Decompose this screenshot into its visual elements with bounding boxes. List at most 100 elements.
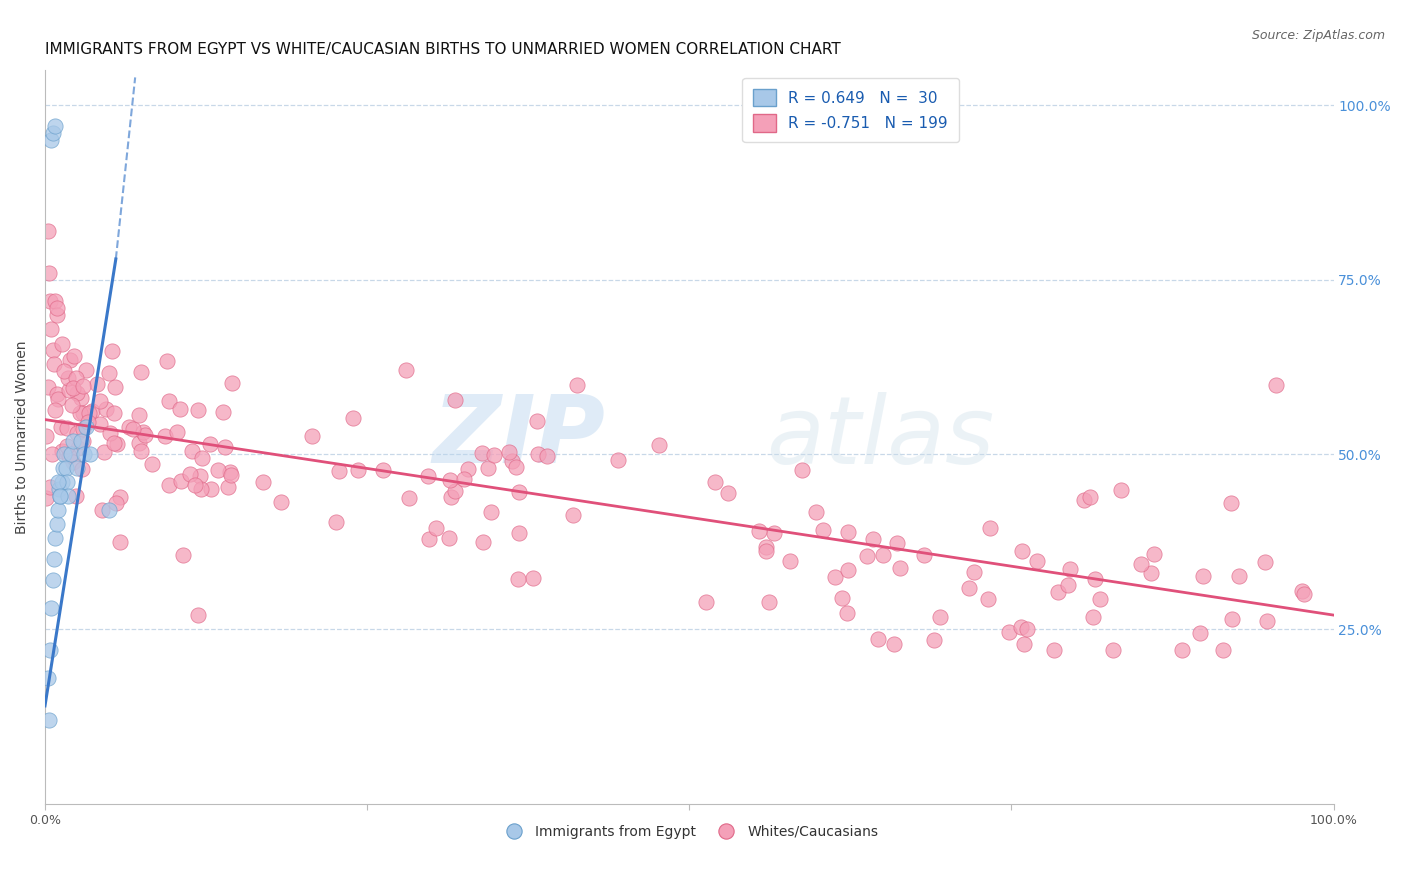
Point [418, 532, 440, 546]
Point [957, 581, 980, 595]
Point [76, 415, 98, 429]
Point [128, 435, 150, 450]
Point [221, 376, 243, 390]
Point [763, 526, 786, 541]
Point [1189, 626, 1212, 640]
Point [1078, 490, 1101, 504]
Point [328, 464, 350, 478]
Point [44, 120, 66, 134]
Point [219, 468, 242, 483]
Text: ZIP: ZIP [433, 391, 606, 483]
Point [131, 444, 153, 458]
Point [97, 366, 120, 380]
Point [169, 401, 191, 416]
Point [425, 521, 447, 535]
Point [190, 483, 212, 497]
Point [58, 384, 80, 398]
Point [66, 425, 89, 440]
Point [101, 343, 124, 358]
Point [444, 483, 467, 498]
Point [44, 403, 66, 417]
Point [62, 398, 84, 412]
Point [59, 353, 82, 368]
Point [39, 643, 62, 657]
Point [703, 475, 725, 490]
Point [72, 379, 94, 393]
Point [49, 489, 72, 503]
Point [522, 571, 544, 585]
Point [1227, 569, 1250, 583]
Point [41, 601, 63, 615]
Point [108, 535, 131, 549]
Point [172, 548, 194, 562]
Point [346, 463, 368, 477]
Point [479, 505, 502, 519]
Point [44, 531, 66, 545]
Point [1254, 555, 1277, 569]
Point [862, 532, 884, 546]
Point [498, 445, 520, 459]
Point [998, 624, 1021, 639]
Point [52, 461, 75, 475]
Point [48, 483, 70, 497]
Point [648, 438, 671, 452]
Point [398, 491, 420, 506]
Point [100, 425, 122, 440]
Point [49, 419, 72, 434]
Point [38, 713, 60, 727]
Point [66, 461, 89, 475]
Point [75, 419, 97, 434]
Point [42, 552, 65, 566]
Point [755, 544, 778, 558]
Point [883, 636, 905, 650]
Point [96, 401, 118, 416]
Point [811, 523, 834, 537]
Point [508, 572, 530, 586]
Point [62, 349, 84, 363]
Point [443, 393, 465, 408]
Y-axis label: Births to Unmarried Women: Births to Unmarried Women [15, 340, 30, 533]
Point [837, 606, 859, 620]
Point [37, 224, 59, 238]
Point [1220, 612, 1243, 626]
Point [1090, 592, 1112, 607]
Point [156, 354, 179, 368]
Point [62, 434, 84, 448]
Point [35, 428, 58, 442]
Point [56, 439, 79, 453]
Point [89, 417, 111, 431]
Point [1057, 578, 1080, 592]
Point [46, 387, 69, 401]
Point [342, 411, 364, 425]
Point [979, 521, 1001, 535]
Point [105, 437, 128, 451]
Point [207, 463, 229, 477]
Point [39, 293, 62, 308]
Point [804, 505, 827, 519]
Point [70, 462, 93, 476]
Point [153, 429, 176, 443]
Point [121, 422, 143, 436]
Point [188, 468, 211, 483]
Point [856, 549, 879, 563]
Point [889, 561, 911, 575]
Point [129, 365, 152, 379]
Point [89, 393, 111, 408]
Point [758, 595, 780, 609]
Point [219, 465, 242, 479]
Point [371, 463, 394, 477]
Point [53, 364, 76, 378]
Point [1042, 643, 1064, 657]
Point [65, 489, 87, 503]
Point [118, 420, 141, 434]
Point [395, 363, 418, 377]
Point [72, 406, 94, 420]
Point [1046, 585, 1069, 599]
Point [134, 428, 156, 442]
Point [72, 434, 94, 449]
Point [1101, 643, 1123, 657]
Point [51, 475, 73, 490]
Point [561, 508, 583, 522]
Point [91, 502, 114, 516]
Point [93, 445, 115, 459]
